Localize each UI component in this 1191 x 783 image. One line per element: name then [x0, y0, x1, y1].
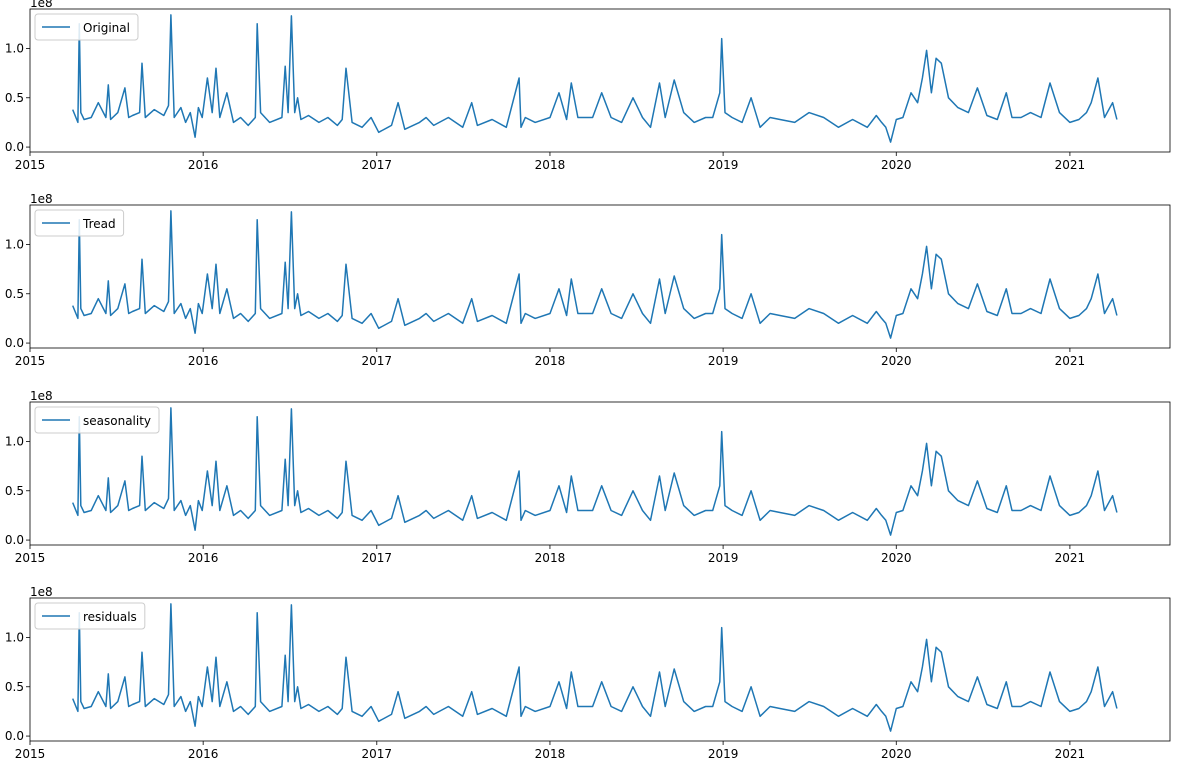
- x-tick-label: 2016: [188, 354, 219, 368]
- x-tick-label: 2019: [708, 551, 739, 565]
- x-tick-label: 2019: [708, 158, 739, 172]
- x-tick-label: 2018: [535, 747, 566, 761]
- legend-label: Original: [83, 21, 130, 35]
- axes-frame: [29, 8, 1171, 153]
- y-tick-label: 0.0: [5, 729, 24, 743]
- x-tick-label: 2021: [1055, 158, 1086, 172]
- y-tick-label: 0.0: [5, 533, 24, 547]
- y-tick-label: 1.0: [5, 41, 24, 55]
- y-tick-label: 1.0: [5, 630, 24, 644]
- legend: Tread: [34, 209, 125, 237]
- x-tick-label: 2020: [881, 551, 912, 565]
- x-tick-label: 2016: [188, 551, 219, 565]
- y-offset-label: 1e8: [30, 585, 53, 599]
- axes-frame: [29, 597, 1171, 742]
- legend: Original: [34, 13, 139, 41]
- x-tick-label: 2019: [708, 354, 739, 368]
- x-tick-label: 2015: [15, 747, 46, 761]
- y-tick-label: 0.0: [5, 336, 24, 350]
- legend-box: [34, 602, 146, 630]
- y-tick-label: 0.5: [5, 287, 24, 301]
- y-tick-label: 1.0: [5, 434, 24, 448]
- x-tick-label: 2015: [15, 551, 46, 565]
- y-tick-label: 0.5: [5, 91, 24, 105]
- x-tick-label: 2017: [362, 551, 393, 565]
- x-tick-label: 2020: [881, 158, 912, 172]
- x-tick-label: 2019: [708, 747, 739, 761]
- x-tick-label: 2017: [362, 747, 393, 761]
- y-offset-label: 1e8: [30, 389, 53, 403]
- panel-2: 2015 2016 2017 2018 2019 2020 2021 0.0 0.5 1.0 1e8…: [5, 192, 1171, 368]
- x-tick-label: 2015: [15, 354, 46, 368]
- series-line-1: [72, 603, 1118, 732]
- y-tick-label: 1.0: [5, 237, 24, 251]
- series-line-1: [72, 407, 1118, 536]
- legend-box: [34, 406, 160, 434]
- legend: residuals: [34, 602, 146, 630]
- panel-4: 2015 2016 2017 2018 2019 2020 2021 0.0 0.5 1.0 1e8…: [5, 585, 1171, 761]
- x-tick-label: 2018: [535, 158, 566, 172]
- axes-frame: [29, 401, 1171, 546]
- x-tick-label: 2018: [535, 354, 566, 368]
- x-tick-label: 2016: [188, 158, 219, 172]
- x-tick-label: 2015: [15, 158, 46, 172]
- y-offset-label: 1e8: [30, 0, 53, 10]
- axes-frame: [29, 204, 1171, 349]
- panel-1: 2015 2016 2017 2018 2019 2020 2021 0.0 0.5 1.0 1e8…: [5, 0, 1171, 172]
- x-tick-label: 2017: [362, 158, 393, 172]
- series-line-1: [72, 14, 1118, 143]
- x-tick-label: 2021: [1055, 354, 1086, 368]
- y-tick-label: 0.5: [5, 484, 24, 498]
- legend-label: residuals: [83, 610, 137, 624]
- x-tick-label: 2021: [1055, 551, 1086, 565]
- legend-box: [34, 209, 125, 237]
- legend: seasonality: [34, 406, 160, 434]
- series-line-1: [72, 210, 1118, 339]
- x-tick-label: 2020: [881, 354, 912, 368]
- x-tick-label: 2021: [1055, 747, 1086, 761]
- y-offset-label: 1e8: [30, 192, 53, 206]
- x-tick-label: 2018: [535, 551, 566, 565]
- legend-label: Tread: [82, 217, 116, 231]
- y-tick-label: 0.0: [5, 140, 24, 154]
- legend-box: [34, 13, 139, 41]
- legend-label: seasonality: [83, 414, 151, 428]
- x-tick-label: 2017: [362, 354, 393, 368]
- y-tick-label: 0.5: [5, 680, 24, 694]
- x-tick-label: 2020: [881, 747, 912, 761]
- panel-3: 2015 2016 2017 2018 2019 2020 2021 0.0 0.5 1.0 1e8…: [5, 389, 1171, 565]
- x-tick-label: 2016: [188, 747, 219, 761]
